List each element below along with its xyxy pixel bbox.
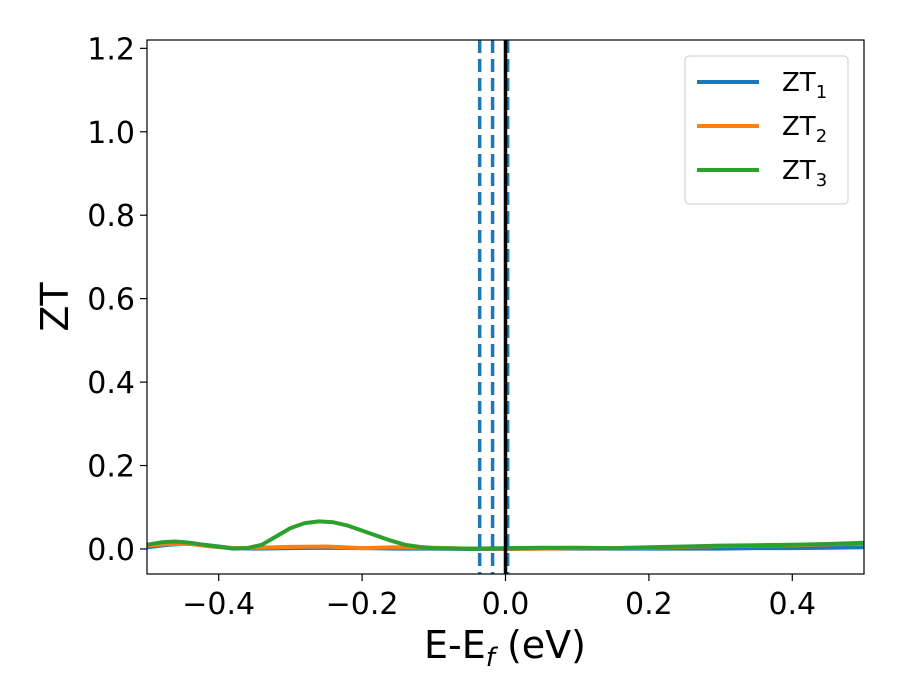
y-tick-label: 0.2: [87, 450, 135, 485]
legend-label-1: ZT1: [782, 68, 827, 103]
legend-label-2: ZT2: [782, 112, 827, 147]
y-tick-label: 0.0: [87, 533, 135, 568]
x-tick-label: 0.4: [768, 587, 816, 622]
y-axis: 0.0 0.2 0.4 0.6 0.8 1.0 1.2: [87, 32, 147, 568]
x-tick-label: 0.2: [625, 587, 673, 622]
y-tick-label: 0.8: [87, 199, 135, 234]
plot-area: [147, 40, 864, 574]
y-tick-label: 1.0: [87, 116, 135, 151]
y-tick-label: 1.2: [87, 32, 135, 67]
y-tick-label: 0.4: [87, 366, 135, 401]
x-axis: −0.4 −0.2 0.0 0.2 0.4: [182, 574, 816, 622]
x-tick-label: 0.0: [482, 587, 530, 622]
x-tick-label: −0.4: [182, 587, 255, 622]
legend-label-3: ZT3: [782, 156, 827, 191]
y-axis-title: ZT: [33, 282, 77, 332]
y-tick-label: 0.6: [87, 283, 135, 318]
x-axis-title: E-Ef (eV): [424, 623, 586, 673]
series-line-3: [147, 519, 864, 551]
legend-box: [684, 55, 849, 205]
legend: ZT1 ZT2 ZT3: [684, 55, 849, 205]
x-tick-label: −0.2: [326, 587, 399, 622]
